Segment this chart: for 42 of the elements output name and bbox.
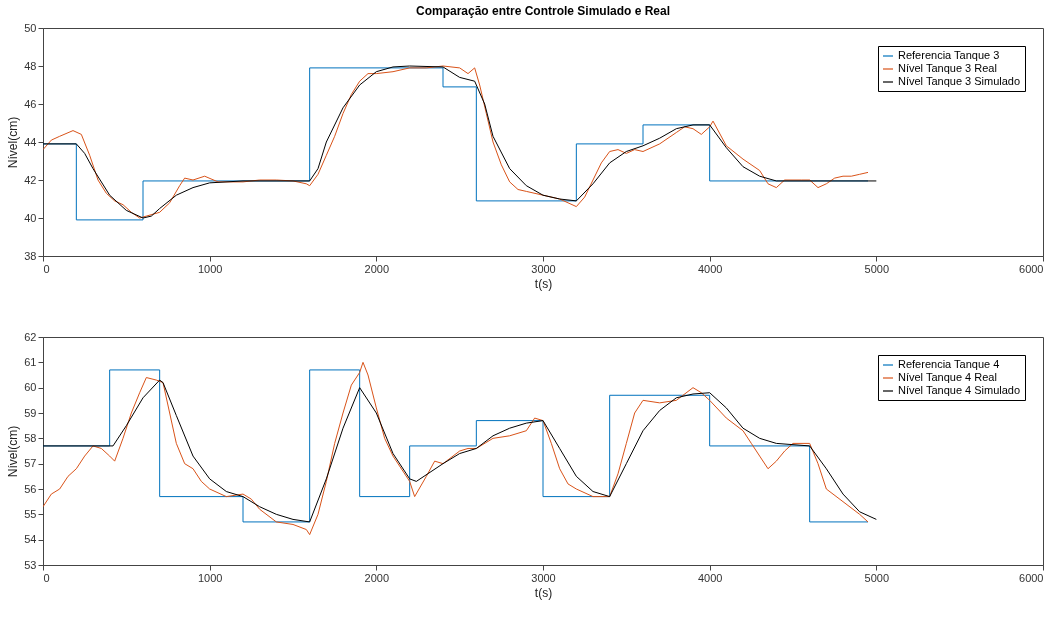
y-tick-label: 48 bbox=[24, 59, 37, 72]
y-tick-label: 40 bbox=[24, 211, 37, 224]
y-axis-title: Nível(cm) bbox=[6, 116, 21, 169]
x-tick-label: 3000 bbox=[531, 262, 556, 275]
y-tick-label: 38 bbox=[24, 249, 37, 262]
y-tick-label: 44 bbox=[24, 135, 37, 148]
x-axis-title: t(s) bbox=[534, 585, 553, 600]
legend-label: Referencia Tanque 3 bbox=[898, 49, 1000, 61]
y-tick-label: 60 bbox=[24, 381, 37, 394]
y-tick-label: 57 bbox=[24, 457, 37, 470]
y-tick-label: 59 bbox=[24, 406, 37, 419]
x-tick-label: 6000 bbox=[1019, 262, 1044, 275]
x-tick-label: 6000 bbox=[1019, 571, 1044, 584]
chart-title: Comparação entre Controle Simulado e Real bbox=[415, 4, 671, 18]
y-tick-label: 55 bbox=[24, 507, 37, 520]
legend-label: Nível Tanque 3 Real bbox=[898, 62, 997, 74]
x-axis-title: t(s) bbox=[534, 276, 553, 291]
x-tick-label: 1000 bbox=[197, 571, 223, 584]
y-tick-label: 62 bbox=[24, 330, 37, 343]
legend-label: Nível Tanque 4 Real bbox=[898, 371, 997, 383]
y-tick-label: 56 bbox=[24, 482, 37, 495]
x-tick-label: 3000 bbox=[531, 571, 556, 584]
y-tick-label: 46 bbox=[24, 97, 37, 110]
legend-label: Nível Tanque 3 Simulado bbox=[898, 75, 1021, 87]
x-tick-label: 2000 bbox=[364, 262, 390, 275]
x-tick-label: 0 bbox=[43, 571, 50, 584]
legend-label: Referencia Tanque 4 bbox=[898, 358, 1000, 370]
x-tick-label: 5000 bbox=[864, 571, 890, 584]
x-tick-label: 2000 bbox=[364, 571, 390, 584]
x-tick-label: 4000 bbox=[697, 571, 723, 584]
y-tick-label: 54 bbox=[24, 533, 37, 546]
y-tick-label: 53 bbox=[24, 558, 37, 571]
y-tick-label: 61 bbox=[24, 355, 37, 368]
y-axis-title: Nível(cm) bbox=[6, 425, 21, 478]
x-tick-label: 5000 bbox=[864, 262, 890, 275]
x-tick-label: 1000 bbox=[197, 262, 223, 275]
legend-label: Nível Tanque 4 Simulado bbox=[898, 384, 1021, 396]
x-tick-label: 0 bbox=[43, 262, 50, 275]
y-tick-label: 42 bbox=[24, 173, 37, 186]
x-tick-label: 4000 bbox=[697, 262, 723, 275]
y-tick-label: 50 bbox=[24, 21, 37, 34]
y-tick-label: 58 bbox=[24, 431, 37, 444]
